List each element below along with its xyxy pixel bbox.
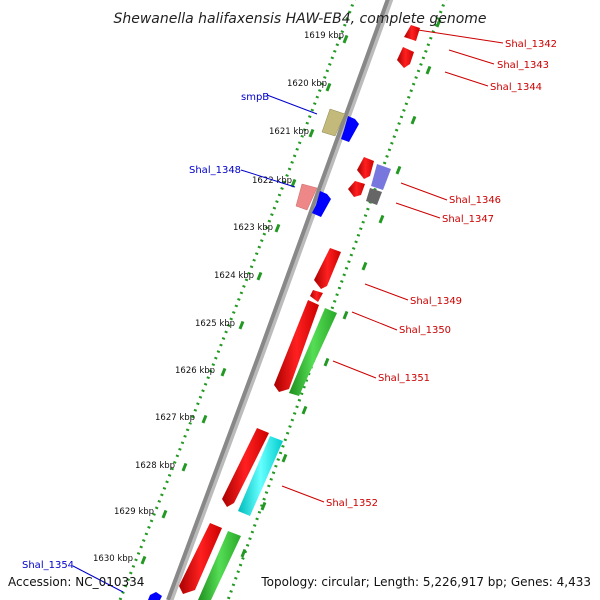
label-leaders <box>72 29 504 593</box>
tick-mark <box>220 367 227 377</box>
gene-label-smpB[interactable]: smpB <box>241 92 269 103</box>
tick-mark <box>425 65 432 75</box>
tick-label: 1629 kbp <box>114 507 154 517</box>
gene-label-shal-1342[interactable]: Shal_1342 <box>505 39 557 50</box>
tick-mark <box>181 462 188 472</box>
tick-mark <box>201 414 208 424</box>
cds-shal-1349b[interactable] <box>310 290 323 302</box>
leader-shal-1352 <box>281 485 325 503</box>
cds-shal-1343[interactable] <box>397 47 414 68</box>
tick-label: 1630 kbp <box>93 554 133 564</box>
tracks <box>118 0 447 600</box>
tick-marks <box>140 18 442 565</box>
tick-mark <box>290 178 297 188</box>
reverse-genes <box>179 25 420 600</box>
cds-shal-1353[interactable] <box>179 523 222 594</box>
tick-label: 1626 kbp <box>175 366 215 376</box>
genome-summary-text: Topology: circular; Length: 5,226,917 bp… <box>260 575 591 589</box>
leader-shal-1344 <box>444 71 489 87</box>
cds-shal-1351[interactable] <box>289 308 337 396</box>
tick-mark <box>410 115 417 125</box>
leader-shal-1342 <box>417 29 504 44</box>
tick-label: 1627 kbp <box>155 413 195 423</box>
tick-mark <box>325 82 332 92</box>
accession-text: Accession: NC_010334 <box>8 575 144 589</box>
cds-shal-1348[interactable] <box>312 191 331 217</box>
tick-mark <box>323 357 330 367</box>
gene-label-shal-1346[interactable]: Shal_1346 <box>449 195 501 206</box>
gene-label-shal-1354[interactable]: Shal_1354 <box>22 560 74 571</box>
tick-mark <box>238 320 245 330</box>
backbone-shadow <box>168 0 394 600</box>
cds-shal-1347[interactable] <box>371 164 391 190</box>
leader-shal-1349 <box>364 283 409 301</box>
tick-mark <box>161 509 168 519</box>
tick-label: 1625 kbp <box>195 319 235 329</box>
cds-smpB-partner[interactable] <box>321 108 346 137</box>
cds-shal-1346[interactable] <box>357 157 374 179</box>
leader-shal-1343 <box>448 49 495 65</box>
tick-label: 1624 kbp <box>214 271 254 281</box>
tick-label: 1619 kbp <box>304 31 344 41</box>
tick-mark <box>256 271 263 281</box>
tick-mark <box>308 128 315 138</box>
tick-mark <box>281 453 288 463</box>
tick-mark <box>342 34 349 44</box>
cds-shal-1353b[interactable] <box>198 531 241 600</box>
tick-label: 1622 kbp <box>252 176 292 186</box>
gene-labels: smpB Shal_1348 Shal_1354 Shal_1342 Shal_… <box>22 39 557 571</box>
gene-label-shal-1347[interactable]: Shal_1347 <box>442 214 494 225</box>
leader-shal-1354 <box>72 565 124 593</box>
cds-shal-1352[interactable] <box>222 428 269 507</box>
cds-shal-1342[interactable] <box>404 25 420 41</box>
tick-label: 1620 kbp <box>287 79 327 89</box>
forward-genes <box>148 108 359 600</box>
leader-shal-1350 <box>351 311 398 331</box>
tick-mark <box>395 165 402 175</box>
tick-label: 1621 kbp <box>269 127 309 137</box>
gene-label-shal-1344[interactable]: Shal_1344 <box>490 82 542 93</box>
tick-mark <box>378 214 385 224</box>
leader-shal-1348 <box>240 169 296 188</box>
tick-mark <box>274 223 281 233</box>
cds-shal-1349[interactable] <box>314 248 341 289</box>
gene-label-shal-1351[interactable]: Shal_1351 <box>378 373 430 384</box>
gene-label-shal-1349[interactable]: Shal_1349 <box>410 296 462 307</box>
outer-dotted-track <box>118 0 356 600</box>
tick-mark <box>301 405 308 415</box>
gene-label-shal-1352[interactable]: Shal_1352 <box>326 498 378 509</box>
cds-shal-1346b[interactable] <box>348 181 365 197</box>
cds-shal-1348-partner[interactable] <box>295 183 318 211</box>
cds-smpB[interactable] <box>341 116 359 142</box>
leader-shal-1346 <box>400 182 448 201</box>
cds-shal-1350[interactable] <box>274 300 319 392</box>
leader-shal-1351 <box>332 360 377 379</box>
tick-mark <box>260 501 267 511</box>
leader-smpB <box>266 94 318 115</box>
tick-mark <box>361 261 368 271</box>
tick-mark <box>140 555 147 565</box>
leader-shal-1347 <box>395 202 441 219</box>
tick-labels: 1619 kbp 1620 kbp 1621 kbp 1622 kbp 1623… <box>93 31 344 564</box>
map-title: Shewanella halifaxensis HAW-EB4, complet… <box>113 11 486 27</box>
tick-label: 1623 kbp <box>233 223 273 233</box>
cds-shal-1352b[interactable] <box>238 436 283 516</box>
gene-label-shal-1350[interactable]: Shal_1350 <box>399 325 451 336</box>
cds-shal-1347b[interactable] <box>366 188 382 205</box>
tick-label: 1628 kbp <box>135 461 175 471</box>
gene-label-shal-1348[interactable]: Shal_1348 <box>189 165 241 176</box>
tick-mark <box>240 548 247 558</box>
gene-label-shal-1343[interactable]: Shal_1343 <box>497 60 549 71</box>
tick-mark <box>435 18 442 28</box>
tick-mark <box>342 310 349 320</box>
cds-shal-1354[interactable] <box>148 592 162 600</box>
backbone <box>166 0 390 600</box>
